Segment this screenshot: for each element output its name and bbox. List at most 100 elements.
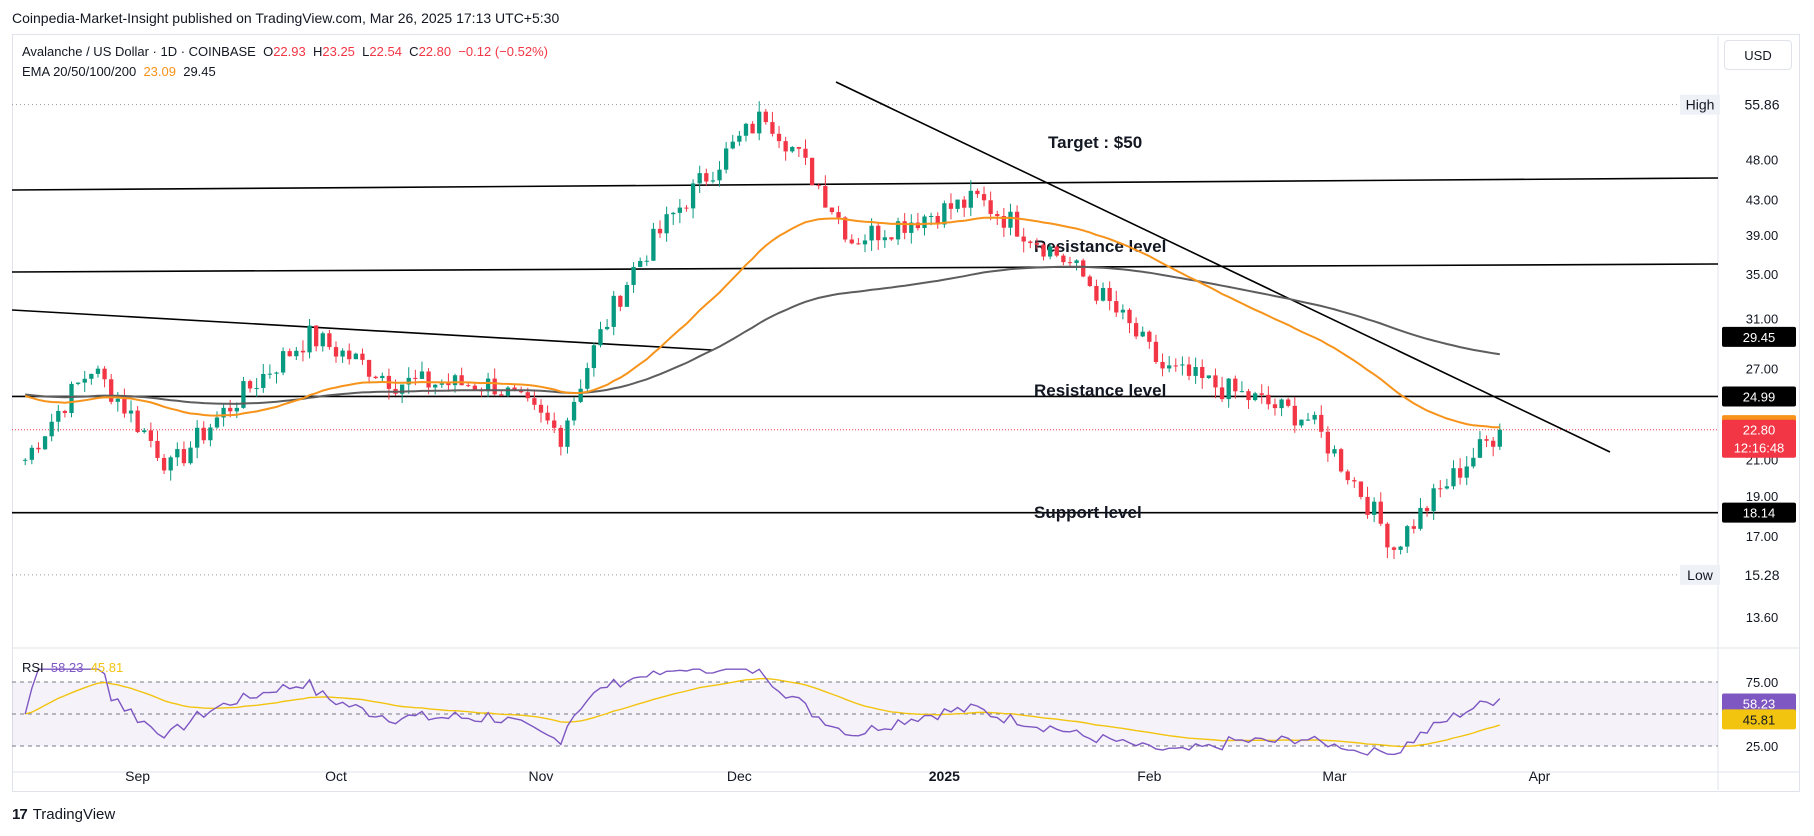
candle xyxy=(849,234,854,245)
candle-body xyxy=(809,157,815,186)
ema-label: EMA 20/50/100/200 xyxy=(22,64,137,79)
candle-body xyxy=(757,111,762,134)
candle xyxy=(142,428,147,434)
candle xyxy=(161,454,167,474)
candle-body xyxy=(737,135,742,142)
candle-body xyxy=(221,407,226,418)
candle-body xyxy=(413,377,418,379)
ema-layer xyxy=(24,216,1500,429)
candle xyxy=(585,362,590,394)
candle xyxy=(1378,492,1383,527)
candle xyxy=(1444,478,1450,490)
tradingview-logo[interactable]: 17 TradingView xyxy=(12,806,115,823)
candle xyxy=(545,405,550,425)
candle-body xyxy=(128,410,134,414)
candle-body xyxy=(704,173,709,182)
candle xyxy=(1087,274,1092,288)
candle xyxy=(155,430,160,461)
candle-body xyxy=(406,377,411,385)
candle xyxy=(730,134,735,150)
candle xyxy=(439,379,444,389)
candle xyxy=(1127,308,1132,334)
candle xyxy=(1272,398,1278,416)
candle xyxy=(697,165,702,194)
price-tick-label: 19.00 xyxy=(1746,489,1779,504)
candle xyxy=(909,214,914,244)
candle-body xyxy=(624,284,630,307)
candle-body xyxy=(353,353,358,360)
candle-body xyxy=(968,190,973,208)
candle xyxy=(671,211,676,225)
candle-body xyxy=(1491,440,1496,447)
candle xyxy=(981,186,987,207)
candle xyxy=(56,404,61,432)
candle xyxy=(406,367,411,394)
candle xyxy=(386,368,392,400)
low-value: 22.54 xyxy=(369,44,402,59)
ema200-line xyxy=(25,265,1500,405)
currency-button[interactable]: USD xyxy=(1724,40,1792,70)
candle-body xyxy=(975,190,980,195)
candle xyxy=(809,157,815,186)
candle xyxy=(1319,405,1324,438)
candle xyxy=(644,255,649,266)
candle-body xyxy=(677,207,683,213)
candle-body xyxy=(690,183,696,209)
candle-body xyxy=(1133,323,1139,337)
resistance-trendline-upper xyxy=(11,263,1719,273)
candle xyxy=(1160,353,1165,377)
price-tick-label: 27.00 xyxy=(1746,361,1779,376)
candle-body xyxy=(882,237,887,241)
candle xyxy=(882,230,887,248)
time-axis-label: Nov xyxy=(529,768,554,784)
candle-body xyxy=(889,237,894,240)
candle-body xyxy=(935,215,940,225)
open-label: O xyxy=(263,44,274,59)
candle xyxy=(320,331,325,352)
candle xyxy=(49,413,54,442)
candle xyxy=(1094,279,1099,305)
candle-body xyxy=(188,447,193,464)
candle xyxy=(1286,397,1291,408)
candle-body xyxy=(307,325,312,353)
candle-body xyxy=(862,240,868,245)
candle-body xyxy=(1299,419,1304,426)
candle-body xyxy=(1431,488,1436,512)
candle xyxy=(651,222,656,261)
candle-body xyxy=(505,387,511,396)
candle-body xyxy=(578,388,583,402)
candle xyxy=(1372,497,1377,523)
ema200-badge: 29.45 xyxy=(1743,330,1776,345)
candle xyxy=(1259,384,1264,404)
candle xyxy=(1299,419,1304,428)
candle-body xyxy=(948,203,954,209)
candle xyxy=(274,371,279,384)
candle xyxy=(1352,477,1357,488)
candle xyxy=(717,161,722,187)
candle-body xyxy=(532,398,537,405)
candle-body xyxy=(1471,457,1476,467)
low-marker-value: 15.28 xyxy=(1744,567,1779,583)
candle xyxy=(373,375,378,380)
candle-body xyxy=(366,359,372,377)
tradingview-mark-icon: 17 xyxy=(12,806,28,823)
candle-body xyxy=(1305,419,1311,421)
candle xyxy=(750,121,755,134)
candle xyxy=(89,373,94,385)
change-value: −0.12 (−0.52%) xyxy=(458,44,548,59)
candle-body xyxy=(433,384,438,388)
candle xyxy=(366,359,372,384)
candle-body xyxy=(234,407,239,412)
candle xyxy=(1497,423,1502,450)
symbol-name: Avalanche / US Dollar · 1D · COINBASE xyxy=(22,44,256,59)
candle xyxy=(1061,253,1066,266)
candle xyxy=(816,183,821,190)
candle xyxy=(1338,447,1344,473)
candle-body xyxy=(142,430,147,433)
candle-body xyxy=(1061,255,1066,263)
rsi-ma-badge-bg xyxy=(1722,709,1796,730)
candle-body xyxy=(909,222,914,233)
candle xyxy=(598,321,603,348)
